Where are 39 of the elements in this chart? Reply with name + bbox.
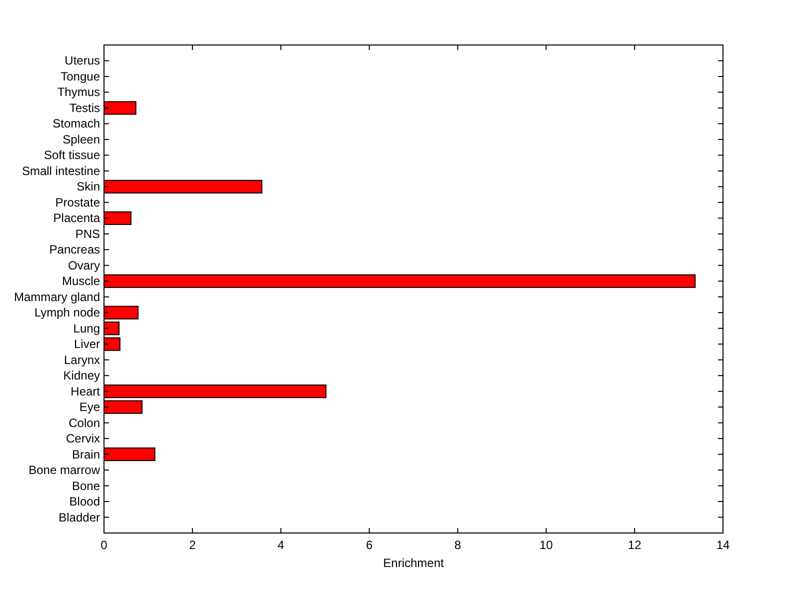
y-tick-label: Soft tissue [44, 148, 100, 162]
y-tick-label: Ovary [68, 258, 100, 272]
y-tick-label: Larynx [64, 352, 100, 367]
y-tick-label: Liver [74, 337, 100, 352]
y-tick-label: Eye [79, 400, 100, 414]
y-tick-label: Lymph node [34, 306, 100, 320]
y-tick-label: PNS [75, 226, 100, 241]
y-tick-label: Testis [69, 100, 100, 115]
y-tick-label: Placenta [53, 211, 100, 226]
x-tick-label: 12 [628, 538, 642, 552]
x-tick-label: 2 [189, 538, 196, 552]
x-tick-label: 8 [454, 538, 462, 552]
y-tick-label: Mammary gland [14, 290, 100, 304]
y-tick-label: Pancreas [49, 242, 100, 257]
y-tick-label: Prostate [55, 195, 100, 210]
x-tick-label: 4 [278, 538, 285, 552]
x-tick-label: 14 [716, 538, 730, 552]
y-tick-label: Stomach [52, 116, 100, 131]
x-tick-label: 6 [366, 538, 373, 552]
y-tick-label: Cervix [66, 432, 100, 446]
y-tick-label: Bladder [58, 510, 100, 524]
y-tick-label: Kidney [63, 368, 100, 383]
x-tick-label: 10 [539, 538, 554, 552]
y-tick-label: Uterus [64, 54, 100, 68]
y-tick-label: Spleen [62, 132, 100, 146]
y-tick-label: Thymus [57, 85, 100, 100]
y-tick-label: Bone marrow [28, 463, 100, 478]
y-tick-label: Tongue [60, 69, 100, 84]
y-tick-label: Muscle [62, 274, 100, 288]
x-tick-label: 0 [100, 538, 108, 552]
y-tick-label: Blood [69, 494, 100, 509]
y-tick-label: Lung [73, 321, 100, 336]
y-tick-label: Heart [70, 384, 101, 398]
y-tick-label: Brain [72, 447, 100, 462]
x-axis-title: Enrichment [383, 556, 445, 570]
y-tick-label: Bone [72, 478, 100, 493]
y-tick-label: Small intestine [22, 164, 100, 178]
y-tick-label: Skin [76, 180, 100, 194]
y-tick-label: Colon [68, 416, 100, 430]
